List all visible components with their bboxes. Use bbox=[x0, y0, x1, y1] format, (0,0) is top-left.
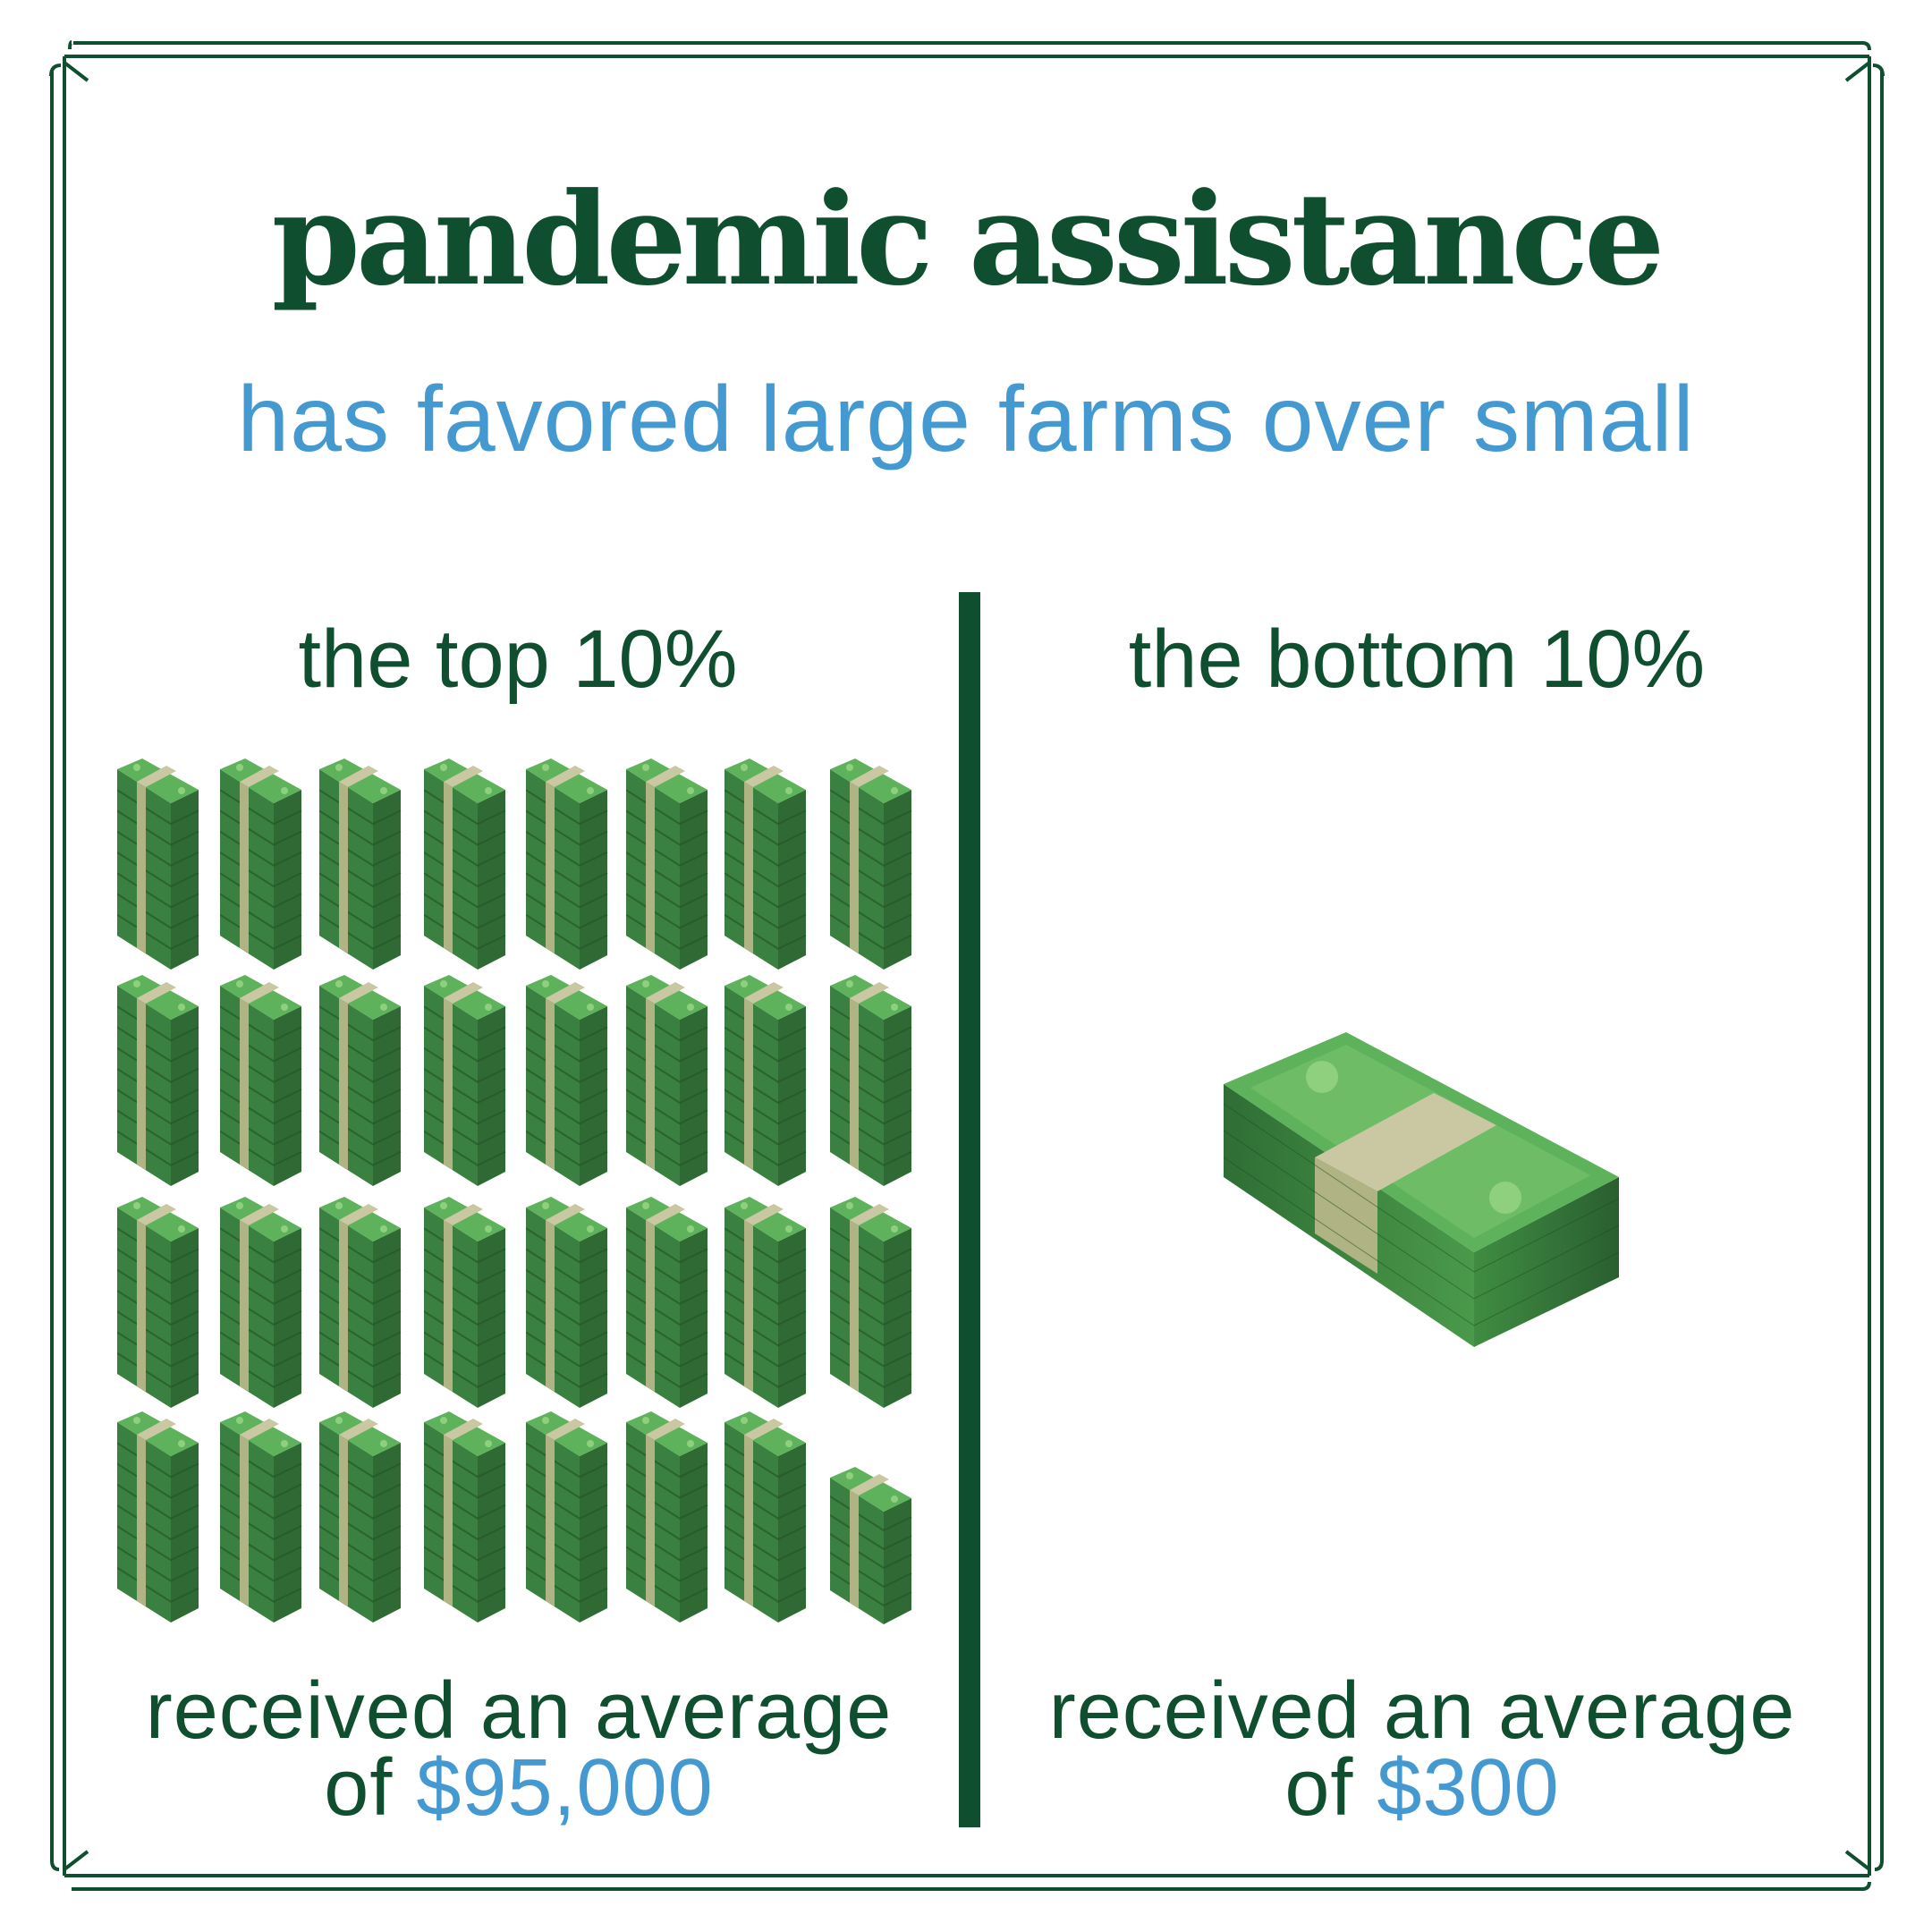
money-stack-icon bbox=[626, 975, 708, 1186]
money-stack-icon bbox=[830, 1467, 912, 1624]
money-stack-icon bbox=[319, 758, 402, 970]
money-bundle-icon bbox=[1224, 1032, 1620, 1347]
bottom-10-caption-line1: received an average bbox=[1048, 1666, 1796, 1756]
money-stack-icon bbox=[117, 1411, 199, 1623]
money-stack-icon bbox=[220, 1411, 302, 1623]
money-stack-icon bbox=[526, 975, 608, 1186]
money-stack-icon bbox=[526, 1411, 608, 1623]
page-title: pandemic assistance bbox=[271, 165, 1665, 314]
money-stack-icon bbox=[424, 975, 506, 1186]
top-10-caption-prefix: of bbox=[324, 1743, 394, 1833]
money-stack-icon bbox=[424, 1197, 506, 1408]
money-stack-icon bbox=[526, 758, 608, 970]
money-stack-icon bbox=[724, 975, 807, 1186]
bottom-10-caption: received an average of $300 bbox=[957, 1666, 1887, 1828]
money-stack-icon bbox=[220, 758, 302, 970]
money-stack-icon bbox=[117, 758, 199, 970]
subtitle: has favored large farms over small bbox=[237, 368, 1695, 471]
bottom-10-amount: $300 bbox=[1377, 1743, 1560, 1833]
bottom-10-caption-prefix: of bbox=[1284, 1743, 1354, 1833]
top-10-heading: the top 10% bbox=[298, 614, 738, 705]
money-stack-icon bbox=[626, 1197, 708, 1408]
money-stack-icon bbox=[830, 975, 912, 1186]
money-stack-icon bbox=[319, 1197, 402, 1408]
money-stack-icon bbox=[724, 758, 807, 970]
money-stack-icon bbox=[220, 975, 302, 1186]
bottom-10-heading: the bottom 10% bbox=[1128, 614, 1706, 705]
money-stack-icon bbox=[526, 1197, 608, 1408]
top-10-amount: $95,000 bbox=[416, 1743, 714, 1833]
money-stack-icon bbox=[424, 1411, 506, 1623]
money-stack-icon bbox=[117, 975, 199, 1186]
top-10-caption-line1: received an average bbox=[145, 1666, 893, 1756]
money-stack-icon bbox=[626, 758, 708, 970]
money-stack-icon bbox=[830, 758, 912, 970]
money-stack-icon bbox=[626, 1411, 708, 1623]
money-stack-icon bbox=[220, 1197, 302, 1408]
money-stack-icon bbox=[724, 1411, 807, 1623]
money-stack-icon bbox=[724, 1197, 807, 1408]
top-10-caption: received an average of $95,000 bbox=[54, 1666, 984, 1828]
column-divider bbox=[959, 592, 980, 1827]
money-stack-icon bbox=[117, 1197, 199, 1408]
money-stack-icon bbox=[424, 758, 506, 970]
money-stack-icon bbox=[319, 975, 402, 1186]
money-stack-icon bbox=[830, 1197, 912, 1408]
money-stack-icon bbox=[319, 1411, 402, 1623]
